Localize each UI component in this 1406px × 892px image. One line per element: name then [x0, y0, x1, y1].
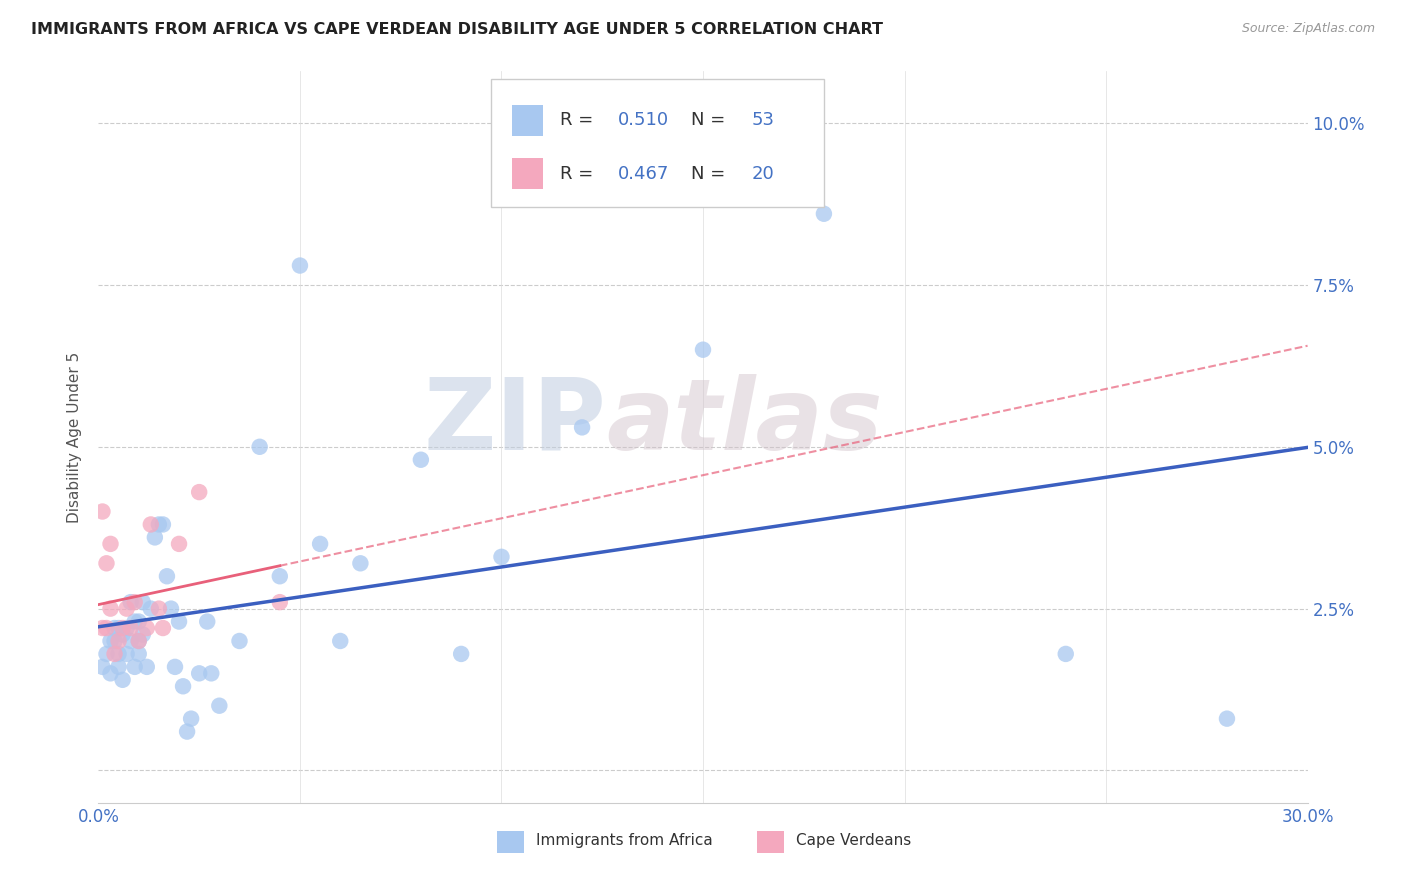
Point — [139, 517, 162, 532]
Point — [156, 569, 179, 583]
Text: 20: 20 — [751, 165, 775, 183]
Point — [120, 621, 142, 635]
FancyBboxPatch shape — [492, 78, 824, 207]
Point — [571, 420, 593, 434]
Point — [120, 595, 142, 609]
Text: 53: 53 — [751, 112, 775, 129]
Point — [167, 537, 190, 551]
Point — [135, 660, 157, 674]
Point — [269, 595, 291, 609]
Point — [143, 530, 166, 544]
Point — [180, 712, 202, 726]
Point — [228, 634, 250, 648]
Point — [107, 621, 129, 635]
FancyBboxPatch shape — [512, 159, 543, 189]
Point — [491, 549, 513, 564]
Text: Immigrants from Africa: Immigrants from Africa — [536, 833, 713, 848]
Point — [91, 660, 114, 674]
Text: R =: R = — [561, 165, 599, 183]
Point — [135, 621, 157, 635]
FancyBboxPatch shape — [512, 105, 543, 136]
Text: 0.467: 0.467 — [619, 165, 669, 183]
Point — [167, 615, 190, 629]
Point — [188, 485, 211, 500]
Point — [103, 634, 125, 648]
Point — [309, 537, 332, 551]
Point — [128, 615, 150, 629]
Point — [115, 647, 138, 661]
Point — [349, 557, 371, 571]
Text: R =: R = — [561, 112, 599, 129]
Point — [115, 601, 138, 615]
Point — [148, 601, 170, 615]
Point — [208, 698, 231, 713]
Point — [124, 660, 146, 674]
Text: Cape Verdeans: Cape Verdeans — [796, 833, 911, 848]
Point — [96, 621, 118, 635]
Point — [111, 621, 134, 635]
Point — [124, 595, 146, 609]
Point — [1054, 647, 1077, 661]
Point — [148, 517, 170, 532]
FancyBboxPatch shape — [498, 830, 524, 853]
Point — [103, 647, 125, 661]
Point — [163, 660, 186, 674]
Point — [103, 621, 125, 635]
Point — [139, 601, 162, 615]
Point — [132, 595, 155, 609]
Text: N =: N = — [690, 112, 731, 129]
Point — [96, 647, 118, 661]
Point — [409, 452, 432, 467]
Point — [107, 634, 129, 648]
Point — [100, 666, 122, 681]
Point — [91, 621, 114, 635]
Point — [107, 647, 129, 661]
Point — [128, 634, 150, 648]
Point — [132, 627, 155, 641]
Point — [91, 504, 114, 518]
FancyBboxPatch shape — [758, 830, 785, 853]
Point — [176, 724, 198, 739]
Point — [152, 621, 174, 635]
Point — [107, 660, 129, 674]
Point — [813, 207, 835, 221]
Point — [195, 615, 218, 629]
Point — [152, 517, 174, 532]
Text: IMMIGRANTS FROM AFRICA VS CAPE VERDEAN DISABILITY AGE UNDER 5 CORRELATION CHART: IMMIGRANTS FROM AFRICA VS CAPE VERDEAN D… — [31, 22, 883, 37]
Point — [188, 666, 211, 681]
Text: ZIP: ZIP — [423, 374, 606, 471]
Point — [128, 647, 150, 661]
Point — [96, 557, 118, 571]
Point — [120, 634, 142, 648]
Point — [128, 634, 150, 648]
Point — [111, 673, 134, 687]
Point — [100, 634, 122, 648]
Point — [200, 666, 222, 681]
Point — [249, 440, 271, 454]
Point — [329, 634, 352, 648]
Point — [100, 537, 122, 551]
Point — [450, 647, 472, 661]
Point — [100, 601, 122, 615]
Point — [124, 615, 146, 629]
Y-axis label: Disability Age Under 5: Disability Age Under 5 — [66, 351, 82, 523]
Point — [269, 569, 291, 583]
Point — [288, 259, 311, 273]
Point — [160, 601, 183, 615]
Text: 0.510: 0.510 — [619, 112, 669, 129]
Text: Source: ZipAtlas.com: Source: ZipAtlas.com — [1241, 22, 1375, 36]
Point — [692, 343, 714, 357]
Point — [1216, 712, 1239, 726]
Point — [115, 621, 138, 635]
Point — [172, 679, 194, 693]
Point — [111, 627, 134, 641]
Text: N =: N = — [690, 165, 731, 183]
Text: atlas: atlas — [606, 374, 883, 471]
